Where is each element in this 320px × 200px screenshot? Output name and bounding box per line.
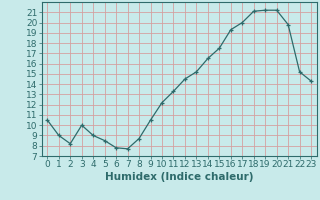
X-axis label: Humidex (Indice chaleur): Humidex (Indice chaleur) [105, 172, 253, 182]
